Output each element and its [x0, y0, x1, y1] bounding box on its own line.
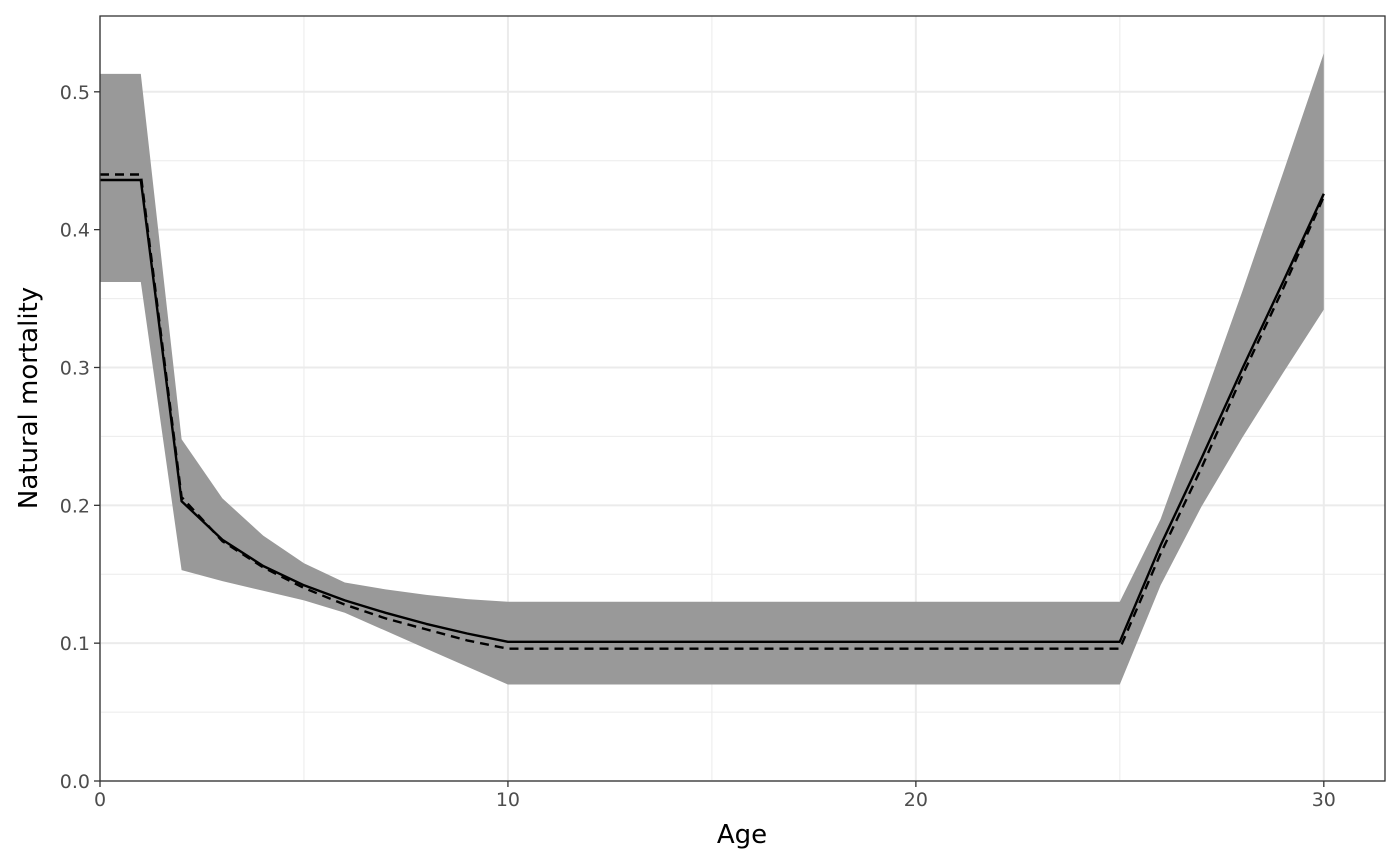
- y-tick-label: 0.2: [60, 495, 90, 517]
- x-tick-label: 10: [496, 789, 520, 811]
- x-tick-label: 0: [94, 789, 106, 811]
- y-tick-label: 0.0: [60, 771, 90, 793]
- y-tick-label: 0.5: [60, 82, 90, 104]
- y-tick-label: 0.3: [60, 357, 90, 379]
- x-axis-title: Age: [717, 820, 767, 850]
- x-tick-label: 30: [1312, 789, 1336, 811]
- plot-panel-border: [99, 15, 1386, 782]
- series-lines-layer: [100, 173, 1325, 650]
- y-tick-label: 0.4: [60, 220, 90, 242]
- x-tick-label: 20: [904, 789, 928, 811]
- y-tick-label: 0.1: [60, 633, 90, 655]
- dashed-series-line: [100, 173, 1325, 650]
- y-axis-title: Natural mortality: [14, 287, 44, 509]
- minor-grid: [100, 16, 1385, 781]
- y-axis-ticks: 0.0 0.1 0.2 0.3 0.4 0.5: [60, 82, 100, 793]
- x-axis-ticks: 0 10 20 30: [94, 781, 1336, 811]
